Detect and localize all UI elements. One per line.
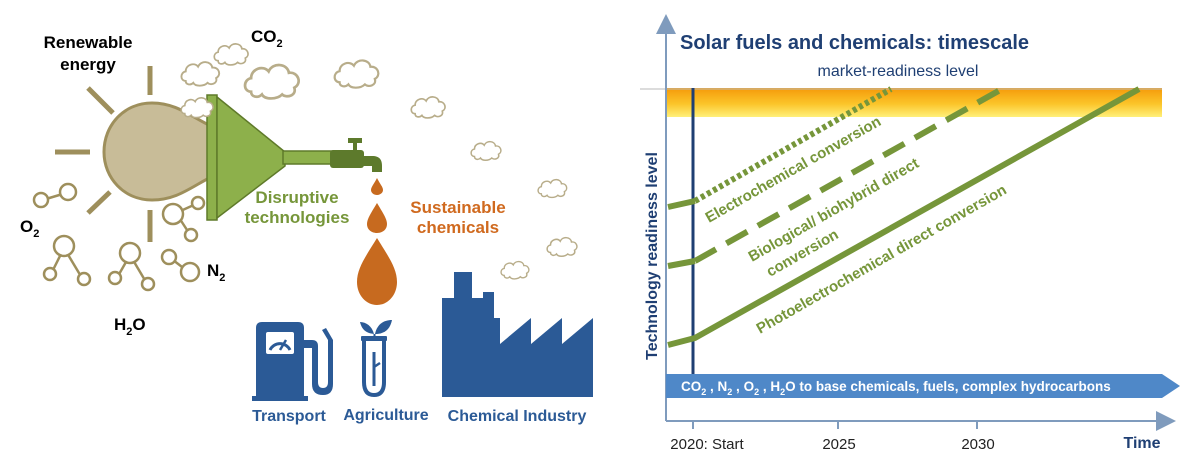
droplet-icon: [357, 178, 397, 305]
x-tick-2020: 2020: Start: [670, 436, 744, 453]
fuel-pump-icon: [252, 322, 333, 401]
pathway-biological-line: [693, 86, 1004, 264]
seedling-tube-icon: [360, 320, 392, 398]
tap-icon: [330, 138, 382, 172]
co2-label: CO2: [251, 27, 283, 50]
molecule-icon: [32, 182, 206, 292]
pathway-electrochemical-base: [667, 198, 696, 210]
sector-labels: Transport Agriculture Chemical Industry: [252, 407, 586, 425]
renewable-label-2: energy: [60, 55, 116, 74]
input-labels: Renewable energy CO2 O2 N2 H2O: [20, 27, 283, 338]
sustainable-label: Sustainable: [410, 198, 505, 217]
left-panel: Renewable energy CO2 O2 N2 H2O Disruptiv…: [20, 27, 593, 425]
sun-icon: [102, 101, 217, 202]
y-axis-label: Technology readiness level: [644, 152, 661, 360]
sector-transport: Transport: [252, 408, 326, 425]
n2-label: N2: [207, 261, 225, 284]
h2o-label: H2O: [114, 315, 146, 338]
pathway-photoelectrochemical-line: [667, 86, 1141, 348]
x-axis-label: Time: [1123, 435, 1160, 452]
market-readiness-band: [666, 88, 1162, 117]
pathway-biological-base: [667, 258, 696, 269]
sector-chemical-industry: Chemical Industry: [448, 408, 587, 425]
x-ticks: [692, 421, 978, 429]
sustainable-label-2: chemicals: [417, 218, 499, 237]
disruptive-label-2: technologies: [245, 208, 350, 227]
feedstock-banner-text: CO2 , N2 , O2 , H2O to base chemicals, f…: [681, 379, 1111, 397]
x-tick-labels: 2020: Start 2025 2030: [670, 436, 994, 453]
chart-title: Solar fuels and chemicals: timescale: [680, 32, 1029, 54]
disruptive-label: Disruptive: [255, 188, 338, 207]
pathway-labels: Electrochemical conversion Biological/ b…: [703, 113, 1010, 337]
o2-label: O2: [20, 217, 39, 240]
feedstock-banner: [666, 374, 1180, 398]
pathway-electrochemical-line: [693, 86, 893, 204]
market-readiness-label: market-readiness level: [818, 63, 979, 80]
x-tick-2030: 2030: [961, 436, 994, 453]
timescale-chart: Solar fuels and chemicals: timescale mar…: [640, 14, 1180, 453]
x-tick-2025: 2025: [822, 436, 855, 453]
sector-agriculture: Agriculture: [343, 407, 428, 424]
renewable-label: Renewable: [44, 33, 133, 52]
pathway-lines: [667, 86, 1141, 348]
sun-rays: [55, 66, 153, 242]
factory-icon: [442, 272, 593, 397]
